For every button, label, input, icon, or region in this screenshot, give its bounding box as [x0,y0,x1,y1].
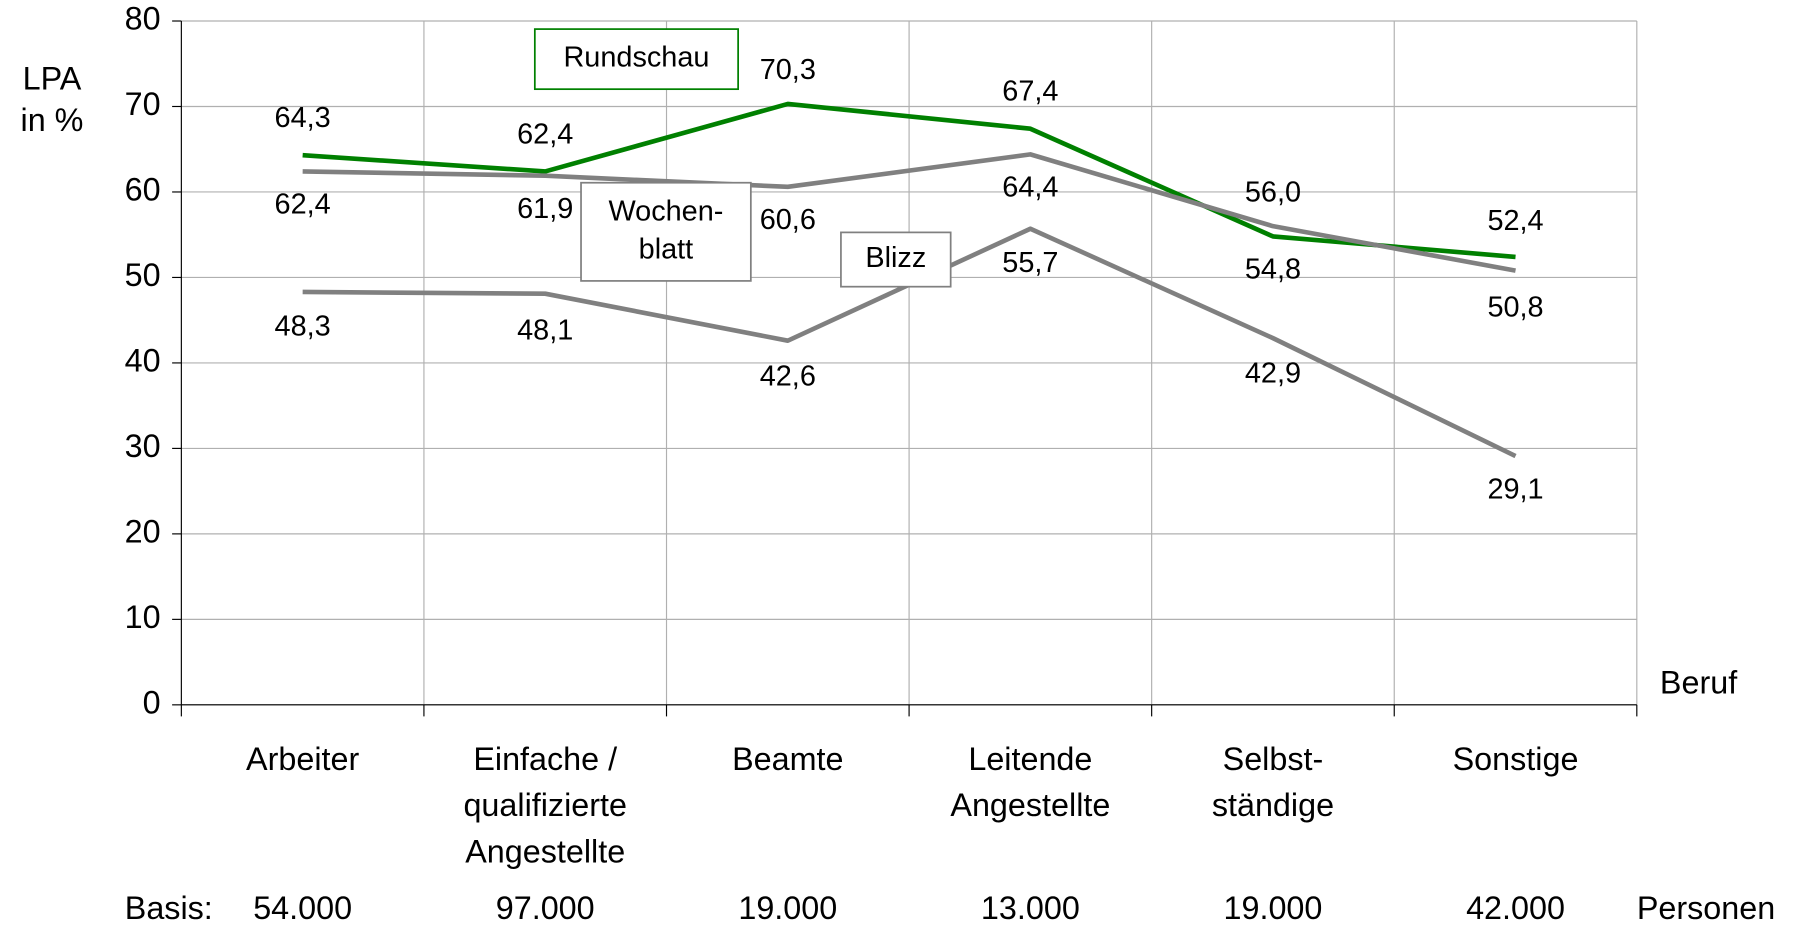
x-tick-label: Leitende [968,741,1092,777]
y-tick-label: 50 [125,257,161,293]
x-tick-label: Sonstige [1453,741,1579,777]
legend-box [840,231,952,288]
y-tick-label: 40 [125,342,161,378]
data-label: 62,4 [517,118,573,150]
basis-value: 42.000 [1466,890,1565,926]
y-tick-label: 80 [125,1,161,37]
y-tick-label: 70 [125,86,161,122]
y-tick-label: 0 [143,684,161,720]
data-label: 42,9 [1245,358,1301,390]
y-tick-label: 60 [125,172,161,208]
data-label: 62,4 [275,189,331,221]
data-label: 52,4 [1487,205,1543,237]
basis-value: 19.000 [1224,890,1323,926]
legend-box [533,28,739,91]
data-label: 55,7 [1002,247,1058,279]
legend-label: Wochen- [608,195,723,227]
legend-label: Rundschau [563,42,709,74]
data-label: 50,8 [1487,291,1543,323]
basis-value: 97.000 [496,890,595,926]
legend-box [580,181,752,282]
x-tick-label: Arbeiter [246,741,359,777]
data-label: 29,1 [1487,473,1543,505]
basis-value: 19.000 [738,890,837,926]
x-tick-label: Angestellte [465,833,625,869]
legend-label: Blizz [865,242,926,274]
x-tick-label: qualifizierte [463,787,627,823]
x-tick-label: Beamte [732,741,843,777]
basis-value: 54.000 [253,890,352,926]
y-axis-label: in % [21,102,84,138]
x-tick-label: Angestellte [950,787,1110,823]
y-axis-label: LPA [23,61,82,97]
data-label: 60,6 [760,204,816,236]
y-tick-label: 30 [125,428,161,464]
y-tick-label: 10 [125,599,161,635]
basis-value: 13.000 [981,890,1080,926]
basis-unit: Personen [1637,890,1775,926]
series-line [302,101,1516,260]
data-label: 48,3 [275,310,331,342]
x-tick-label: ständige [1212,787,1334,823]
series-line [302,152,1516,273]
data-label: 61,9 [517,193,573,225]
data-label: 70,3 [760,54,816,86]
y-tick-label: 20 [125,513,161,549]
data-label: 64,3 [275,102,331,134]
data-label: 42,6 [760,360,816,392]
data-label: 48,1 [517,314,573,346]
data-label: 54,8 [1245,254,1301,286]
data-label: 64,4 [1002,172,1058,204]
data-label: 67,4 [1002,76,1058,108]
x-axis-label: Beruf [1660,665,1738,701]
legend-label: blatt [639,234,694,266]
basis-label: Basis: [125,890,213,926]
x-tick-label: Selbst- [1223,741,1324,777]
data-label: 56,0 [1245,176,1301,208]
x-tick-label: Einfache / [473,741,617,777]
